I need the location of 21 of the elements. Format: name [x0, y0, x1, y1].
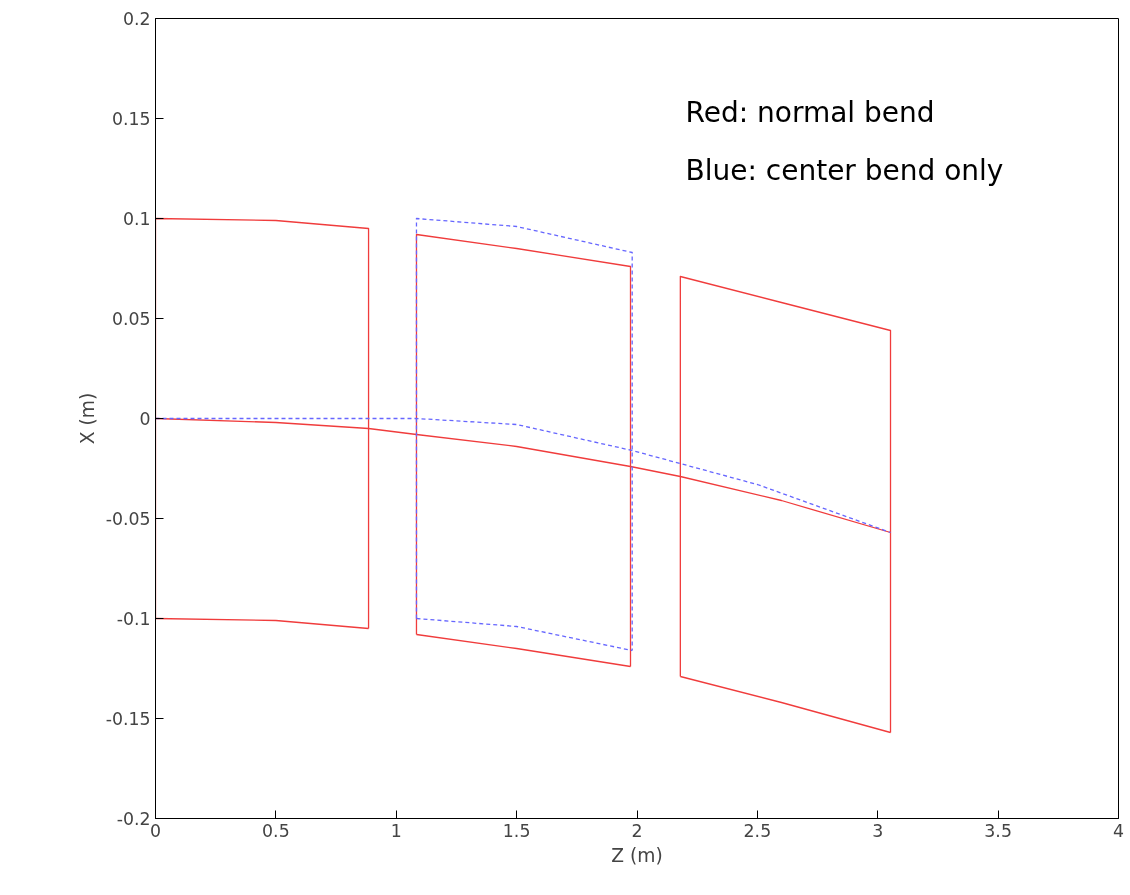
annotation: Blue: center bend only: [685, 153, 1004, 187]
y-tick-label: -0.05: [105, 509, 151, 529]
x-tick-label: 1: [390, 820, 402, 841]
y-tick-label: 0.2: [122, 9, 151, 29]
y-tick-label: -0.1: [116, 609, 151, 629]
x-tick-label: 4: [1112, 820, 1125, 841]
x-axis-title: Z (m): [611, 844, 663, 866]
y-tick-label: 0.05: [111, 309, 151, 329]
x-tick-label: 2.5: [743, 820, 772, 841]
y-tick-label: 0: [139, 409, 151, 429]
x-tick-label: 1.5: [502, 820, 531, 841]
y-tick-label: -0.2: [116, 809, 151, 829]
y-tick-label: 0.15: [111, 109, 151, 129]
x-tick-label: 0.5: [262, 820, 290, 841]
annotation: Red: normal bend: [685, 95, 935, 129]
x-tick-label: 3: [872, 820, 884, 841]
x-tick-label: 2: [631, 820, 643, 841]
x-tick-label: 3.5: [984, 820, 1012, 841]
y-axis-title: X (m): [76, 392, 98, 445]
y-tick-label: 0.1: [122, 209, 151, 229]
y-tick-label: -0.15: [105, 709, 151, 729]
